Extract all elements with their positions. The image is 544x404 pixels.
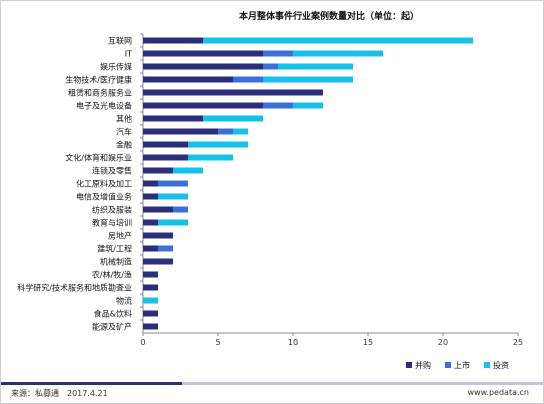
- bar-segment: [143, 50, 263, 57]
- bar-segment: [143, 89, 323, 96]
- bar-segment: [143, 37, 203, 44]
- bar-segment: [263, 76, 353, 83]
- legend-label: 上市: [454, 360, 470, 370]
- category-label: 食品&饮料: [94, 309, 132, 319]
- bar-segment: [143, 63, 263, 70]
- category-label: 生物技术/医疗健康: [65, 75, 132, 85]
- x-tick-label: 15: [363, 338, 373, 347]
- bar-segment: [293, 102, 323, 109]
- legend-swatch: [484, 362, 490, 368]
- legend-label: 投资: [493, 360, 509, 370]
- category-label: 其他: [116, 114, 132, 124]
- category-label: 文化/体育和娱乐业: [65, 153, 132, 163]
- legend-label: 并购: [415, 360, 431, 370]
- footer-source: 来源：私募通 2017.4.21: [11, 389, 108, 398]
- bar-segment: [293, 50, 383, 57]
- category-label: IT: [125, 50, 132, 59]
- x-tick-label: 20: [438, 338, 448, 347]
- bar-segment: [143, 258, 173, 265]
- bar-segment: [143, 128, 218, 135]
- bar-segment: [158, 193, 188, 200]
- legend-swatch: [406, 362, 412, 368]
- bar-segment: [143, 193, 158, 200]
- x-tick-label: 0: [140, 338, 145, 347]
- bar-segment: [158, 180, 188, 187]
- bar-segment: [143, 297, 158, 304]
- bar-segment: [143, 102, 263, 109]
- footer-bar-light: [182, 382, 543, 385]
- category-label: 娱乐传媒: [100, 62, 132, 72]
- category-label: 电信及增值业务: [76, 192, 132, 202]
- category-label: 化工原料及加工: [76, 179, 132, 189]
- bar-segment: [188, 154, 233, 161]
- bar-segment: [143, 167, 173, 174]
- bar-segment: [143, 232, 173, 239]
- category-label: 教育与培训: [92, 218, 132, 228]
- bar-segment: [143, 245, 158, 252]
- x-tick-label: 10: [288, 338, 298, 347]
- bar-segment: [203, 115, 263, 122]
- bar-segment: [263, 50, 293, 57]
- bar-segment: [143, 219, 158, 226]
- bar-segment: [158, 245, 173, 252]
- bar-segment: [143, 115, 203, 122]
- bar-segment: [143, 310, 158, 317]
- category-label: 机械制造: [100, 257, 132, 267]
- category-label: 物流: [116, 296, 132, 306]
- footer-site: www.pedata.cn: [467, 388, 529, 397]
- bar-segment: [143, 271, 158, 278]
- bar-segment: [143, 180, 158, 187]
- chart-title: 本月整体事件行业案例数量对比（单位：起）: [239, 10, 419, 22]
- bar-segment: [173, 167, 203, 174]
- bar-segment: [278, 63, 353, 70]
- category-label: 房地产: [108, 231, 132, 241]
- footer: 来源：私募通 2017.4.21 www.pedata.cn: [1, 382, 543, 403]
- category-label: 农/林/牧/渔: [92, 270, 132, 280]
- bar-segment: [143, 206, 173, 213]
- bar-segment: [173, 206, 188, 213]
- legend: 并购 上市 投资: [406, 360, 509, 370]
- plot-area: 0 5 10 15 20 25 互联网 IT 娱乐传媒生物技术/医疗健康租赁和商务服务业电子及光…: [17, 33, 523, 347]
- bar-segment: [143, 154, 188, 161]
- bar-segment: [218, 128, 233, 135]
- bar-segment: [158, 219, 188, 226]
- bar-segment: [143, 141, 188, 148]
- footer-bar-dark: [1, 382, 182, 385]
- category-label: 能源及矿产: [92, 322, 132, 332]
- bar-segment: [233, 76, 263, 83]
- category-label: 建筑/工程: [97, 244, 132, 254]
- bar-segment: [263, 63, 278, 70]
- chart-svg: 本月整体事件行业案例数量对比（单位：起） 0 5 10 15 20 25 互联网 IT 娱乐传媒…: [17, 10, 523, 370]
- bar-segment: [188, 141, 248, 148]
- category-label: 连锁及零售: [92, 166, 132, 176]
- category-label: 互联网: [108, 37, 132, 46]
- category-label: 汽车: [116, 127, 132, 137]
- legend-swatch: [445, 362, 451, 368]
- x-tick-label: 5: [215, 338, 220, 347]
- category-label: 纺织及服装: [92, 205, 132, 215]
- category-label: 电子及光电设备: [76, 101, 132, 111]
- category-label: 金融: [116, 140, 132, 150]
- bar-segment: [233, 128, 248, 135]
- category-label: 租赁和商务服务业: [68, 88, 132, 98]
- bar-segment: [263, 102, 293, 109]
- bar-segment: [143, 76, 233, 83]
- bar-segment: [143, 284, 158, 291]
- bar-segment: [143, 323, 158, 330]
- category-label: 科学研究/技术服务和地质勘查业: [17, 283, 132, 293]
- bar-segment: [203, 37, 473, 44]
- x-tick-label: 25: [513, 338, 523, 347]
